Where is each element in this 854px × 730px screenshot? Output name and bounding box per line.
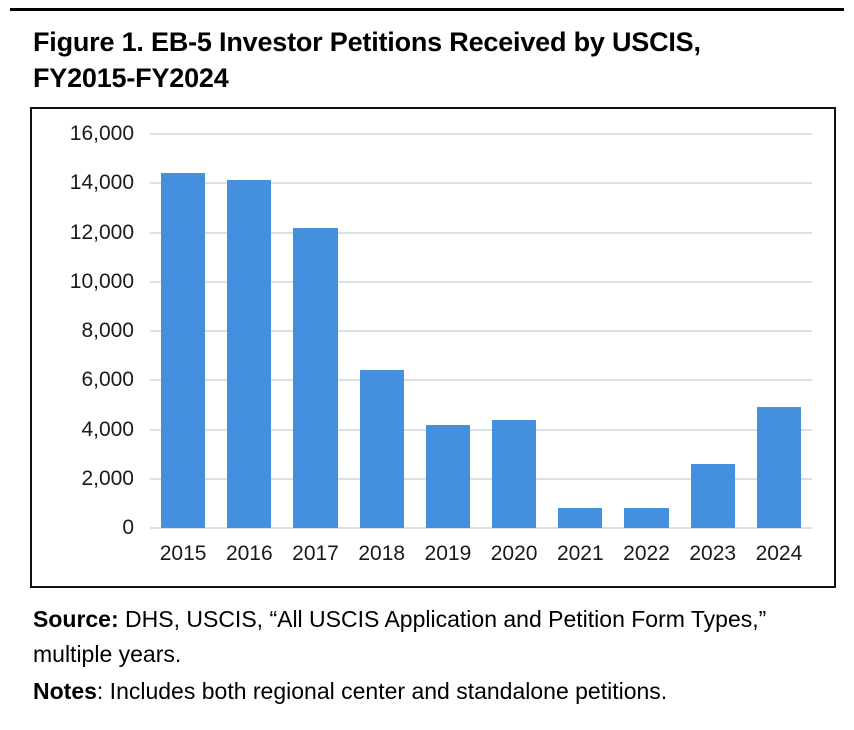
y-tick-label-16000: 16,000 [69,122,134,145]
bar-slot-2019 [415,134,481,528]
x-tick-label-2021: 2021 [556,542,604,565]
bar-slot-2020 [481,134,547,528]
notes-note: Notes: Includes both regional center and… [33,674,785,709]
bar-2023 [690,463,735,528]
x-tick-label-2017: 2017 [292,542,339,565]
notes-label: Notes [33,678,97,704]
y-tick-label-4000: 4,000 [81,417,134,441]
bar-slot-2017 [282,134,348,528]
source-label: Source: [33,606,119,632]
x-tick-label-2024: 2024 [755,542,803,565]
chart-frame: 0 2,000 4,000 6,000 8,000 10,000 12,000 14,000 1… [30,107,836,588]
plot-area [150,133,812,529]
y-tick-label-8000: 8,000 [81,319,134,342]
source-text: DHS, USCIS, “All USCIS Application and P… [33,606,767,667]
x-tick-label-2020: 2020 [490,542,538,565]
gridline-0 [150,527,812,529]
x-tick-label-2023: 2023 [689,542,737,565]
notes-text: : Includes both regional center and stan… [96,678,668,704]
y-tick-label-0: 0 [122,516,134,539]
y-tick-label-2000: 2,000 [81,466,134,490]
bar-2018 [359,370,404,528]
bar-2021 [558,508,603,528]
y-tick-label-6000: 6,000 [81,368,134,392]
bar-2019 [425,424,471,528]
bar-2020 [491,419,537,528]
y-tick-label-12000: 12,000 [69,220,134,244]
y-axis-tick-labels: 0 2,000 4,000 6,000 8,000 10,000 12,000 14,000 1… [32,122,138,539]
y-tick-label-10000: 10,000 [69,269,134,293]
x-tick-label-2022: 2022 [623,542,670,565]
top-rule-divider [10,8,844,11]
gridline-2000 [150,477,812,480]
figure-title: Figure 1. EB-5 Investor Petitions Receiv… [33,24,701,96]
figure-title-line1: Figure 1. EB-5 Investor Petitions Receiv… [33,27,701,57]
bar-slot-2016 [216,134,282,528]
gridline-4000 [150,428,812,431]
bar-slot-2018 [349,134,415,528]
gridline-8000 [150,330,812,332]
y-tick-label-14000: 14,000 [69,171,134,195]
gridline-14000 [150,182,812,185]
bar-series [150,134,812,528]
bar-slot-2023 [680,134,746,528]
gridline-10000 [150,280,812,283]
figure-title-line2: FY2015-FY2024 [33,63,229,93]
x-tick-label-2016: 2016 [225,542,273,565]
bar-slot-2024 [746,134,812,528]
bar-2017 [293,227,338,528]
x-tick-label-2015: 2015 [159,542,207,565]
figure-footnotes: Source: DHS, USCIS, “All USCIS Applicati… [33,602,785,711]
x-tick-label-2018: 2018 [358,542,406,565]
bar-slot-2022 [613,134,679,528]
gridline-12000 [150,231,812,234]
bar-slot-2015 [150,134,216,528]
bar-2016 [227,179,272,528]
source-note: Source: DHS, USCIS, “All USCIS Applicati… [33,602,785,672]
x-tick-label-2019: 2019 [424,542,472,565]
bar-2015 [160,173,206,528]
bar-2024 [756,407,802,528]
bar-2022 [624,508,669,528]
gridline-6000 [150,379,812,382]
bar-slot-2021 [547,134,613,528]
gridline-16000 [150,133,812,135]
x-axis-tick-labels: 2015 2016 2017 2018 2019 2020 2021 2022 2023 2024 [150,542,812,566]
